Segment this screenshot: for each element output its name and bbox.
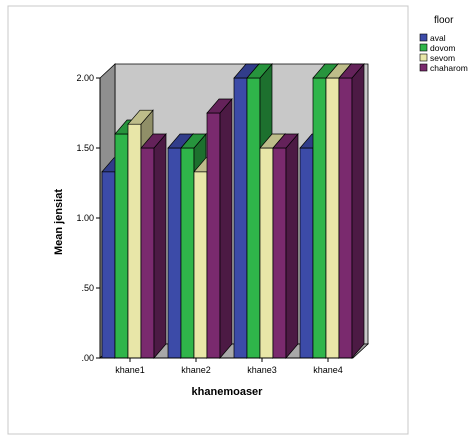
y-tick-label: 1.50 — [76, 143, 94, 153]
x-tick-label: khane4 — [313, 365, 343, 375]
bar-front-khane1-dovom — [114, 133, 129, 359]
legend-label-aval: aval — [430, 33, 446, 43]
bar-khane2-chaharom — [206, 98, 233, 359]
y-ticks: .00 .50 1.00 1.50 2.00 — [76, 73, 100, 363]
bar-top-khane3-dovom — [246, 63, 273, 79]
bar-side-khane2-chaharom — [219, 98, 233, 359]
legend-label-dovom: dovom — [430, 43, 456, 53]
bar-front-khane2-sevom — [193, 171, 208, 359]
legend-label-sevom: sevom — [430, 53, 455, 63]
bar-front-khane2-dovom — [180, 147, 195, 359]
bar-top-khane4-chaharom — [338, 63, 365, 79]
bar-front-khane4-chaharom — [338, 77, 353, 359]
x-axis-title: khanemoaser — [192, 386, 264, 398]
bar-front-khane3-dovom — [246, 77, 261, 359]
bar-side-khane4-chaharom — [351, 63, 365, 359]
bar-front-khane3-sevom — [259, 147, 274, 359]
y-axis-title: Mean jensiat — [53, 189, 65, 255]
bar-front-khane3-aval — [233, 77, 248, 359]
bar-top-khane3-chaharom — [272, 133, 299, 149]
bar-front-khane1-sevom — [127, 123, 142, 359]
bar-khane1-chaharom — [140, 133, 167, 359]
legend-swatch-chaharom — [419, 63, 428, 72]
x-tick-label: khane2 — [181, 365, 211, 375]
y-tick-label: .50 — [81, 283, 94, 293]
bar-side-khane1-chaharom — [153, 133, 167, 359]
bar-front-khane2-chaharom — [206, 112, 221, 359]
bar-front-khane4-aval — [299, 147, 314, 359]
bar-front-khane1-aval — [101, 171, 116, 359]
x-ticks: khane1 khane2 khane3 khane4 — [115, 358, 343, 375]
bar-khane3-chaharom — [272, 133, 299, 359]
legend-swatch-aval — [419, 33, 428, 42]
bar-front-khane1-chaharom — [140, 147, 155, 359]
legend-swatch-sevom — [419, 53, 428, 62]
bar-front-khane2-aval — [167, 147, 182, 359]
y-tick-label: 1.00 — [76, 213, 94, 223]
legend-swatch-dovom — [419, 43, 428, 52]
legend-title: floor — [434, 15, 454, 26]
bar-top-khane1-chaharom — [140, 133, 167, 149]
bar-top-khane2-dovom — [180, 133, 207, 149]
bar-front-khane4-sevom — [325, 77, 340, 359]
bar-top-khane2-chaharom — [206, 98, 233, 114]
bar-front-khane3-chaharom — [272, 147, 287, 359]
y-tick-label: 2.00 — [76, 73, 94, 83]
x-tick-label: khane1 — [115, 365, 145, 375]
x-tick-label: khane3 — [247, 365, 277, 375]
y-tick-label: .00 — [81, 353, 94, 363]
bar-front-khane4-dovom — [312, 77, 327, 359]
bar-side-khane3-chaharom — [285, 133, 299, 359]
bar-top-khane1-sevom — [127, 109, 154, 125]
legend-label-chaharom: chaharom — [430, 63, 468, 73]
bar-khane4-chaharom — [338, 63, 365, 359]
